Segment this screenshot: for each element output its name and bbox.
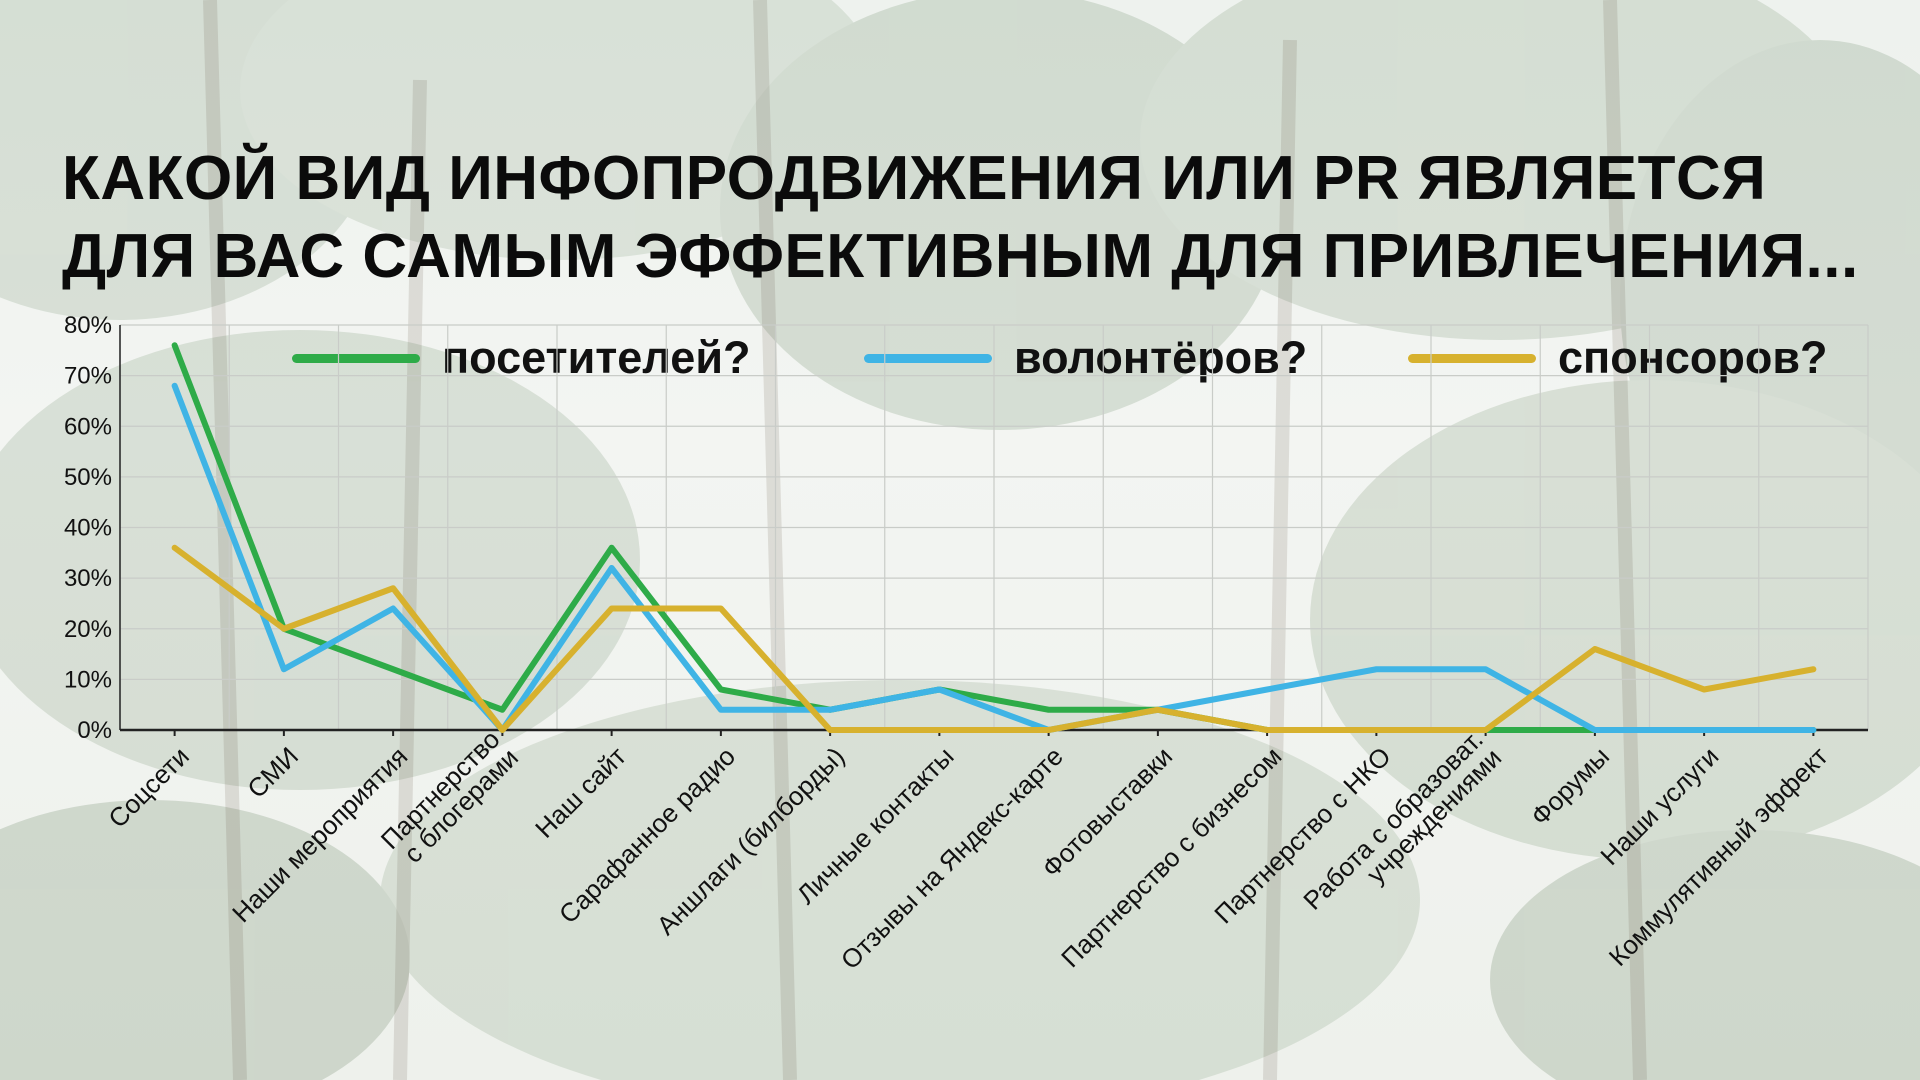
legend-swatch-sponsors — [1408, 353, 1536, 363]
y-tick-label: 60% — [64, 413, 112, 440]
legend-label-volunteers: волонтёров? — [1014, 332, 1308, 383]
x-tick-label: Аншлаги (билборды) — [651, 741, 851, 941]
series-line-volunteers — [171, 382, 1817, 733]
series-line-sponsors — [171, 544, 1817, 733]
y-tick-label: 70% — [64, 363, 112, 390]
chart-grid — [119, 324, 1869, 731]
x-tick-label: Наш сайт — [529, 741, 632, 844]
legend-item-volunteers: волонтёров? — [864, 328, 1307, 388]
series-line-visitors — [171, 342, 1817, 733]
y-tick-label: 30% — [64, 565, 112, 592]
y-tick-label: 20% — [64, 616, 112, 643]
x-tick-label: Форумы — [1525, 741, 1615, 831]
legend-swatch-volunteers — [864, 353, 992, 363]
x-tick-label: СМИ — [241, 741, 304, 804]
y-tick-label: 0% — [77, 717, 112, 744]
y-tick-label: 80% — [64, 312, 112, 339]
legend-label-visitors: посетителей? — [442, 332, 751, 383]
x-tick-label: Отзывы на Яндекс-карте — [835, 741, 1069, 975]
legend-swatch-visitors — [292, 353, 420, 363]
x-tick-label: Партнерство с бизнесом — [1055, 741, 1287, 973]
page-title: КАКОЙ ВИД ИНФОПРОДВИЖЕНИЯ ИЛИ PR ЯВЛЯЕТС… — [62, 140, 1882, 296]
chart-legend: посетителей? волонтёров? спонсоров? — [292, 328, 1892, 388]
x-tick-label: Коммулятивный эффект — [1603, 741, 1834, 972]
x-tick-label: Соцсети — [102, 741, 195, 834]
title-line-1: КАКОЙ ВИД ИНФОПРОДВИЖЕНИЯ ИЛИ PR ЯВЛЯЕТС… — [62, 144, 1767, 213]
y-tick-label: 50% — [64, 464, 112, 491]
legend-item-visitors: посетителей? — [292, 328, 750, 388]
title-line-2: ДЛЯ ВАС САМЫМ ЭФФЕКТИВНЫМ ДЛЯ ПРИВЛЕЧЕНИ… — [62, 222, 1859, 291]
legend-item-sponsors: спонсоров? — [1408, 328, 1828, 388]
y-tick-label: 10% — [64, 666, 112, 693]
chart-series — [171, 342, 1817, 733]
y-axis-ticks: 0% 10% 20% 30% 40% 50% 60% 70% 80% — [64, 312, 112, 744]
y-tick-label: 40% — [64, 515, 112, 542]
legend-label-sponsors: спонсоров? — [1558, 332, 1828, 383]
